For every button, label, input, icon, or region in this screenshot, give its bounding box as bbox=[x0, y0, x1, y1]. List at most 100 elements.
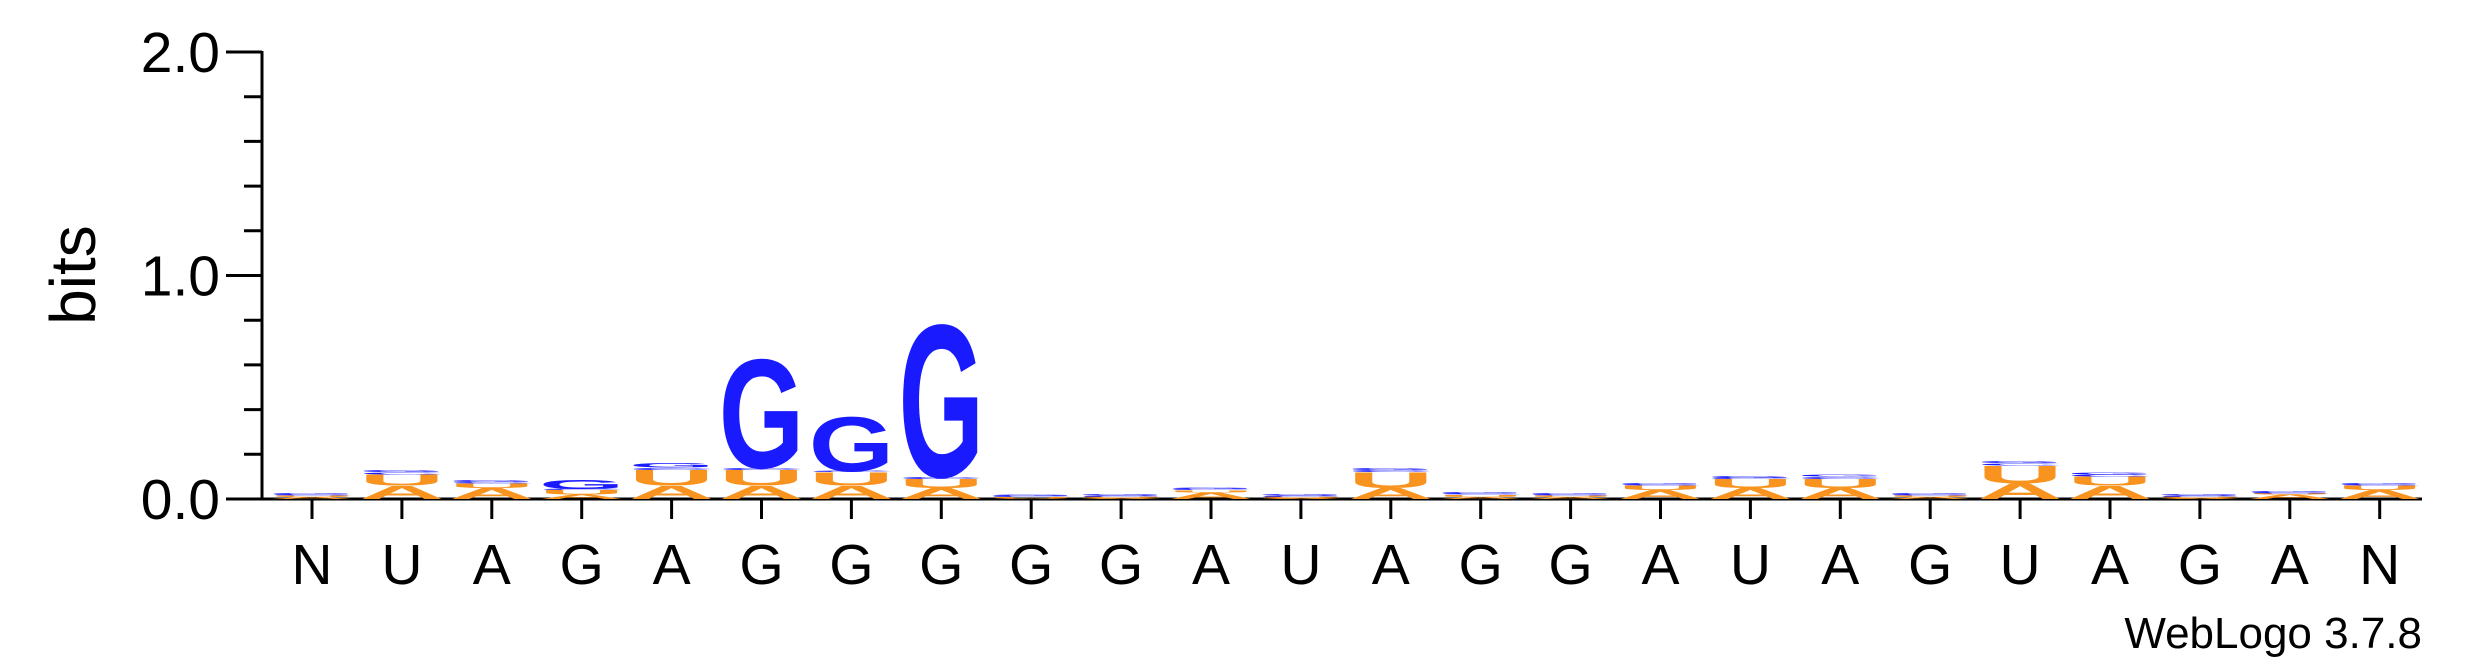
y-tick-label: 1.0 bbox=[141, 245, 220, 309]
letter-glyph: U bbox=[1348, 468, 1433, 492]
letter-glyph: C bbox=[269, 494, 354, 496]
letter-glyph: C bbox=[1618, 484, 1703, 486]
letter-glyph: A bbox=[2067, 482, 2152, 503]
x-tick-label: A bbox=[1641, 533, 1679, 597]
letter-glyph: G bbox=[899, 280, 984, 524]
letter-glyph: U bbox=[2337, 484, 2422, 491]
letter-glyph: C bbox=[899, 476, 984, 479]
y-tick-label: 2.0 bbox=[141, 21, 220, 85]
letter-glyph: C bbox=[1438, 493, 1523, 495]
letter-glyph: C bbox=[2337, 484, 2422, 486]
letter-glyph: A bbox=[269, 496, 354, 499]
letter-glyph: G bbox=[1798, 474, 1883, 477]
letter-glyph: U bbox=[899, 477, 984, 491]
letter-glyph: G bbox=[988, 495, 1073, 497]
letter-glyph: G bbox=[2247, 491, 2332, 493]
letter-glyph: U bbox=[1168, 489, 1253, 492]
letter-glyph: G bbox=[629, 462, 714, 469]
letter-glyph: U bbox=[1977, 461, 2062, 489]
x-tick-label: A bbox=[2271, 533, 2309, 597]
letter-glyph: U bbox=[1078, 496, 1163, 498]
letter-glyph: C bbox=[359, 472, 444, 475]
letter-glyph: U bbox=[1887, 495, 1972, 497]
letter-glyph: U bbox=[1528, 495, 1613, 497]
letter-glyph: A bbox=[359, 482, 444, 503]
x-tick-label: A bbox=[653, 533, 691, 597]
letter-glyph: A bbox=[539, 493, 624, 500]
letter-glyph: U bbox=[1438, 494, 1523, 497]
x-tick-label: G bbox=[2178, 533, 2222, 597]
letter-glyph: G bbox=[269, 493, 354, 495]
letter-glyph: A bbox=[1708, 485, 1793, 503]
letter-glyph: U bbox=[2067, 474, 2152, 488]
letter-glyph: C bbox=[2157, 495, 2242, 497]
x-tick-label: G bbox=[1099, 533, 1143, 597]
letter-glyph: A bbox=[809, 482, 894, 503]
x-tick-label: U bbox=[1730, 533, 1771, 597]
letter-glyph: U bbox=[1708, 477, 1793, 491]
letter-glyph: C bbox=[2067, 474, 2152, 477]
x-tick-label: A bbox=[2091, 533, 2129, 597]
x-tick-label: G bbox=[560, 533, 604, 597]
x-tick-label: A bbox=[473, 533, 511, 597]
letter-glyph: C bbox=[988, 496, 1073, 498]
x-tick-label: G bbox=[739, 533, 783, 597]
letter-glyph: A bbox=[2247, 493, 2332, 500]
footer: WebLogo 3.7.8 bbox=[2124, 609, 2422, 658]
letter-glyph: U bbox=[1798, 477, 1883, 491]
x-tick-label: G bbox=[1908, 533, 1952, 597]
letter-glyph: C bbox=[1528, 494, 1613, 496]
letter-glyph: C bbox=[1168, 489, 1253, 491]
letter-glyph: A bbox=[2337, 488, 2422, 502]
letter-glyph: A bbox=[2157, 498, 2242, 500]
letter-glyph: U bbox=[359, 471, 444, 489]
letter-glyph: A bbox=[1798, 485, 1883, 503]
letter-glyph: A bbox=[1078, 498, 1163, 500]
letter-glyph: C bbox=[1977, 463, 2062, 466]
y-axis-label: bits bbox=[37, 225, 109, 325]
x-tick-label: G bbox=[1548, 533, 1592, 597]
letter-glyph: U bbox=[809, 469, 894, 490]
y-tick-label: 0.0 bbox=[141, 468, 220, 532]
letter-glyph: G bbox=[1618, 483, 1703, 485]
letter-glyph: C bbox=[1258, 495, 1343, 497]
x-tick-label: U bbox=[2000, 533, 2041, 597]
letter-glyph: U bbox=[2157, 496, 2242, 498]
letter-glyph: C bbox=[1708, 477, 1793, 479]
letter-glyph: C bbox=[719, 467, 804, 470]
letter-glyph: C bbox=[539, 489, 624, 491]
letter-glyph: G bbox=[449, 479, 534, 482]
x-tick-label: N bbox=[2359, 533, 2400, 597]
x-tick-label: G bbox=[829, 533, 873, 597]
letter-glyph: A bbox=[988, 498, 1073, 499]
letter-glyph: A bbox=[1168, 491, 1253, 501]
letter-glyph: G bbox=[1977, 460, 2062, 463]
letter-glyph: A bbox=[449, 485, 534, 503]
letter-glyph: G bbox=[1258, 494, 1343, 496]
letter-glyph: C bbox=[1887, 494, 1972, 496]
letter-glyph: U bbox=[719, 466, 804, 490]
letter-glyph: G bbox=[2157, 494, 2242, 496]
x-tick-label: G bbox=[919, 533, 963, 597]
letter-glyph: A bbox=[899, 485, 984, 503]
letter-glyph: G bbox=[1168, 488, 1253, 490]
letter-glyph: G bbox=[539, 478, 624, 492]
letter-glyph: A bbox=[1348, 485, 1433, 503]
letter-glyph: C bbox=[1348, 469, 1433, 472]
letter-glyph: U bbox=[988, 497, 1073, 499]
letter-glyph: U bbox=[449, 482, 534, 489]
letter-glyph: U bbox=[1618, 484, 1703, 491]
x-tick-label: A bbox=[1372, 533, 1410, 597]
letter-glyph: G bbox=[1887, 493, 1972, 495]
letter-glyph: A bbox=[1618, 488, 1703, 502]
x-tick-label: G bbox=[1459, 533, 1503, 597]
x-tick-label: N bbox=[291, 533, 332, 597]
letter-glyph: A bbox=[629, 482, 714, 503]
x-tick-label: A bbox=[1192, 533, 1230, 597]
letter-glyph: G bbox=[1708, 475, 1793, 478]
x-tick-label: U bbox=[381, 533, 422, 597]
letter-glyph: G bbox=[359, 469, 444, 472]
letter-glyph: G bbox=[1078, 494, 1163, 496]
letter-glyph: A bbox=[1977, 480, 2062, 504]
